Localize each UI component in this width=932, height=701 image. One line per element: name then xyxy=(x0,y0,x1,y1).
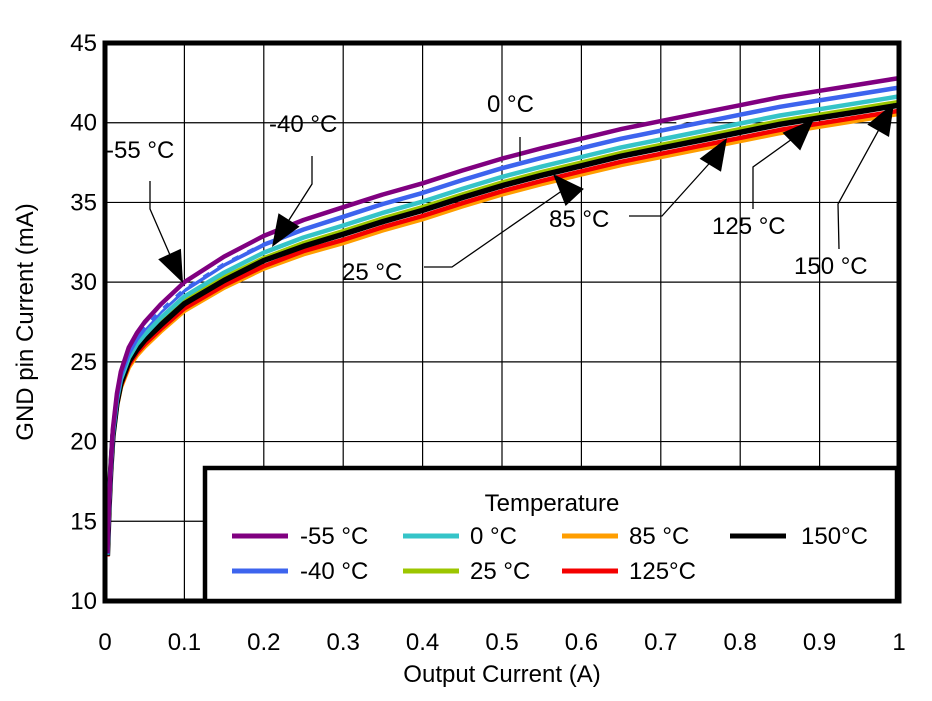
annotation-arrow xyxy=(553,174,584,206)
y-tick-label: 25 xyxy=(70,349,97,376)
curves-layer xyxy=(102,40,902,604)
x-tick-label: 0.3 xyxy=(327,629,360,656)
legend-label-125C: 125°C xyxy=(629,558,696,585)
y-tick-label: 15 xyxy=(70,508,97,535)
annotation-label: 150 °C xyxy=(794,253,868,280)
x-tick-label: 1 xyxy=(892,629,905,656)
x-tick-label: 0.5 xyxy=(485,629,518,656)
x-tick-label: 0.4 xyxy=(406,629,439,656)
x-tick-label: 0.2 xyxy=(247,629,280,656)
legend-label-0C: 0 °C xyxy=(470,523,517,550)
annotation-arrow xyxy=(272,213,300,247)
annotation-label: -40 °C xyxy=(269,111,337,138)
y-tick-label: 45 xyxy=(70,30,97,57)
annotation-label: 85 °C xyxy=(549,206,609,233)
x-tick-label: 0.6 xyxy=(565,629,598,656)
annotation-leader xyxy=(424,187,567,268)
y-tick-label: 20 xyxy=(70,429,97,456)
y-tick-label: 40 xyxy=(70,110,97,137)
legend-entries-layer: -55 °C -40 °C 0 °C 25 °C 85 °C 125°C 150°C xyxy=(232,523,868,585)
legend-label-85C: 85 °C xyxy=(629,523,689,550)
annotation-arrow xyxy=(867,103,894,137)
grid-layer xyxy=(105,43,899,601)
legend-label--40C: -40 °C xyxy=(300,558,368,585)
annotation-leader xyxy=(752,133,800,209)
annotation-label: 125 °C xyxy=(712,213,786,240)
axis-ticks-layer: 0 0.1 0.2 0.3 0.4 0.5 0.6 0.7 0.8 0.9 1 10 15 20 25 30 3… xyxy=(70,30,905,656)
x-axis-title: Output Current (A) xyxy=(403,661,600,688)
y-tick-label: 35 xyxy=(70,189,97,216)
x-tick-label: 0.9 xyxy=(803,629,836,656)
annotation-arrow xyxy=(782,119,814,151)
y-tick-label: 30 xyxy=(70,269,97,296)
curve--55C xyxy=(105,75,900,554)
x-tick-label: 0.8 xyxy=(724,629,757,656)
annotation-arrow xyxy=(158,248,183,283)
x-tick-label: 0.1 xyxy=(168,629,201,656)
annotation-label: 25 °C xyxy=(342,259,402,286)
annotations-layer: -55 °C -40 °C 0 °C 25 °C 85 °C 125 °C 150 °C xyxy=(106,91,894,286)
annotation-label: 0 °C xyxy=(487,91,534,118)
annotation-leader xyxy=(288,156,313,221)
y-axis-title: GND pin Current (mA) xyxy=(12,203,39,440)
legend-title: Temperature xyxy=(485,490,620,517)
annotation-leader xyxy=(837,123,883,250)
y-tick-label: 10 xyxy=(70,588,97,615)
x-tick-label: 0 xyxy=(98,629,111,656)
annotation-arrow xyxy=(699,138,727,172)
annotation-label: -55 °C xyxy=(106,137,174,164)
legend-label--55C: -55 °C xyxy=(300,523,368,550)
x-tick-label: 0.7 xyxy=(644,629,677,656)
legend-label-150C: 150°C xyxy=(801,523,868,550)
annotation-leader xyxy=(629,155,717,217)
legend-label-25C: 25 °C xyxy=(470,558,530,585)
annotation-leader xyxy=(149,181,171,256)
white-dash-overlay xyxy=(143,82,900,329)
